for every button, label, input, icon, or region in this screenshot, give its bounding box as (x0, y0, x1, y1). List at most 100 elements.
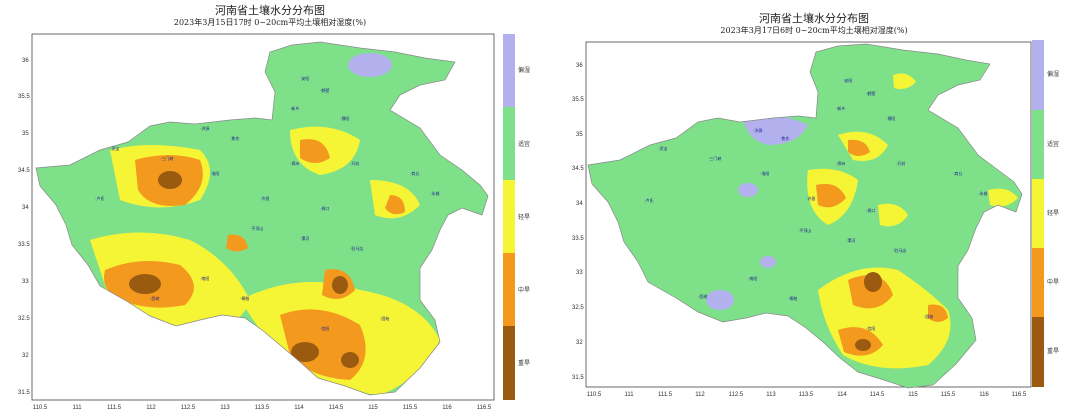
svg-text:·永城: ·永城 (978, 190, 987, 196)
y-axis: 36 35.5 35 34.5 34 33.5 33 32.5 32 31.5 (572, 63, 584, 381)
y-tick: 33 (576, 270, 583, 276)
legend-label: 偏湿 (518, 66, 530, 74)
x-tick: 111.5 (658, 392, 673, 398)
legend-swatch-light-drought (503, 180, 515, 253)
svg-text:·固始: ·固始 (924, 313, 933, 319)
station-labels: ·安阳 ·鹤壁 ·新乡 ·濮阳 ·济源 ·焦作 ·灵宝 ·三门峡 ·洛阳 ·郑州 ·开封 ·商丘… (95, 75, 439, 331)
svg-text:·郑州: ·郑州 (836, 160, 845, 166)
svg-text:·灵宝: ·灵宝 (110, 145, 119, 151)
svg-text:·郑州: ·郑州 (290, 160, 299, 166)
province-boundary (35, 41, 489, 396)
y-tick: 35.5 (18, 94, 30, 100)
x-axis: 110.5 111 111.5 112 112.5 113 113.5 114 … (587, 392, 1027, 398)
x-tick: 114 (837, 392, 847, 398)
legend-label: 重旱 (1047, 347, 1059, 355)
legend-label: 轻旱 (518, 213, 530, 221)
svg-text:·新乡: ·新乡 (290, 105, 299, 111)
x-tick: 113.5 (799, 392, 814, 398)
svg-text:·安阳: ·安阳 (300, 75, 309, 81)
svg-text:·许昌: ·许昌 (806, 195, 815, 201)
y-tick: 31.5 (18, 390, 30, 396)
svg-text:·鹤壁: ·鹤壁 (320, 87, 329, 93)
svg-text:·新乡: ·新乡 (836, 105, 845, 111)
station-labels: ·安阳 ·鹤壁 ·新乡 ·濮阳 ·济源 ·焦作 ·灵宝 ·三门峡 ·洛阳 ·郑州 ·开封 ·商丘… (644, 77, 987, 331)
soil-moisture-map (36, 42, 488, 395)
legend: 偏湿 适宜 轻旱 中旱 重旱 (503, 34, 530, 400)
x-tick: 115 (908, 392, 918, 398)
y-tick: 32.5 (572, 305, 584, 311)
soil-moisture-map (588, 44, 1022, 388)
svg-text:·三门峡: ·三门峡 (708, 155, 721, 161)
y-tick: 34.5 (572, 166, 584, 172)
legend: 偏湿 适宜 轻旱 中旱 重旱 (1032, 40, 1059, 387)
svg-text:·三门峡: ·三门峡 (160, 155, 173, 161)
x-tick: 113.5 (255, 405, 270, 411)
svg-text:·信阳: ·信阳 (320, 325, 329, 331)
svg-text:·驻马店: ·驻马店 (893, 247, 906, 253)
svg-text:·许昌: ·许昌 (260, 195, 269, 201)
svg-text:·西峡: ·西峡 (698, 293, 707, 299)
svg-text:·平顶山: ·平顶山 (798, 227, 811, 233)
x-tick: 110.5 (587, 392, 602, 398)
svg-text:·周口: ·周口 (320, 205, 329, 211)
svg-text:·商丘: ·商丘 (953, 170, 962, 176)
svg-text:·驻马店: ·驻马店 (350, 245, 363, 251)
province-boundary (587, 43, 1023, 389)
x-tick: 112 (146, 405, 156, 411)
y-tick: 35 (576, 132, 583, 138)
x-tick: 116 (979, 392, 989, 398)
svg-text:·信阳: ·信阳 (866, 325, 875, 331)
svg-text:·西峡: ·西峡 (150, 295, 159, 301)
x-tick: 111 (624, 392, 634, 398)
y-tick: 32 (576, 340, 583, 346)
svg-text:·卢氏: ·卢氏 (644, 197, 653, 203)
x-tick: 114.5 (329, 405, 344, 411)
legend-swatch-suitable (503, 107, 515, 180)
svg-text:·济源: ·济源 (753, 127, 762, 133)
x-tick: 112.5 (181, 405, 196, 411)
svg-text:·固始: ·固始 (380, 315, 389, 321)
svg-text:·南阳: ·南阳 (200, 275, 209, 281)
y-tick: 33 (22, 279, 29, 285)
svg-text:·开封: ·开封 (896, 160, 905, 166)
y-tick: 35 (22, 131, 29, 137)
y-tick: 34 (576, 201, 583, 207)
x-tick: 113 (220, 405, 230, 411)
svg-text:·漯河: ·漯河 (846, 237, 855, 243)
legend-label: 中旱 (518, 286, 530, 294)
x-tick: 112 (695, 392, 705, 398)
y-tick: 36 (576, 63, 583, 69)
svg-text:·漯河: ·漯河 (300, 235, 309, 241)
y-tick: 33.5 (572, 236, 584, 242)
plot-frame (31, 33, 495, 401)
y-axis: 36 35.5 35 34.5 34 33.5 33 32.5 32 31.5 (18, 58, 30, 396)
svg-text:·焦作: ·焦作 (780, 135, 789, 141)
svg-text:·焦作: ·焦作 (230, 135, 239, 141)
svg-text:·洛阳: ·洛阳 (760, 170, 769, 176)
svg-text:·灵宝: ·灵宝 (658, 145, 667, 151)
map-figure: ·安阳 ·鹤壁 ·新乡 ·濮阳 ·济源 ·焦作 ·灵宝 ·三门峡 ·洛阳 ·郑州 ·开封 ·商丘… (572, 40, 1059, 398)
map-figure: ·安阳 ·鹤壁 ·新乡 ·濮阳 ·济源 ·焦作 ·灵宝 ·三门峡 ·洛阳 ·郑州 ·开封 ·商丘… (18, 33, 530, 411)
x-tick: 113 (766, 392, 776, 398)
legend-swatch-moderate-drought (1032, 248, 1044, 317)
y-tick: 31.5 (572, 375, 584, 381)
svg-text:·濮阳: ·濮阳 (886, 115, 895, 121)
svg-text:·周口: ·周口 (866, 207, 875, 213)
svg-text:·桐柏: ·桐柏 (788, 295, 797, 301)
x-tick: 114 (294, 405, 304, 411)
y-tick: 32 (22, 353, 29, 359)
svg-text:·卢氏: ·卢氏 (95, 195, 104, 201)
legend-label: 重旱 (518, 359, 530, 367)
legend-swatch-wet (503, 34, 515, 107)
svg-text:·永城: ·永城 (430, 190, 439, 196)
x-tick: 115 (368, 405, 378, 411)
x-tick: 116 (442, 405, 452, 411)
x-tick: 114.5 (870, 392, 885, 398)
legend-label: 适宜 (518, 140, 530, 148)
legend-label: 偏湿 (1047, 70, 1059, 78)
y-tick: 36 (22, 58, 29, 64)
map-subtitle: 2023年3月17日6时 0~20cm平均土壤相对湿度(%) (720, 26, 908, 35)
svg-text:·平顶山: ·平顶山 (250, 225, 263, 231)
y-tick: 33.5 (18, 242, 30, 248)
svg-text:·济源: ·济源 (200, 125, 209, 131)
